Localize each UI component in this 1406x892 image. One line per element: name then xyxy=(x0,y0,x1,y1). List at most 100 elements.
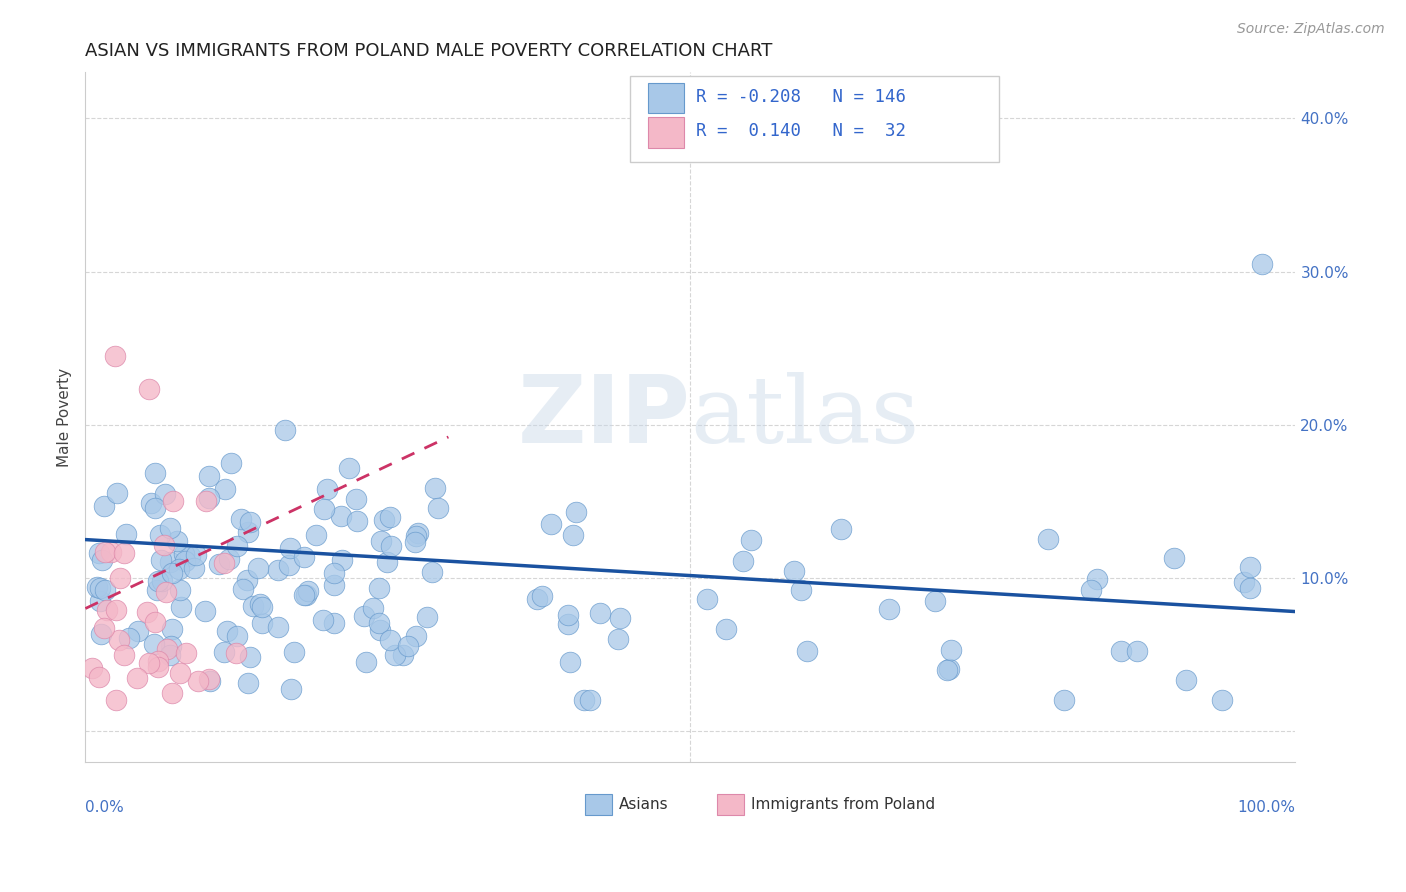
Point xyxy=(89,581,111,595)
Point xyxy=(143,615,166,629)
Point xyxy=(186,548,208,562)
Point xyxy=(105,693,128,707)
Point xyxy=(936,664,959,678)
Point xyxy=(877,602,900,616)
Point xyxy=(229,512,252,526)
Bar xyxy=(648,83,685,113)
Point xyxy=(531,590,554,604)
Point xyxy=(337,460,360,475)
Y-axis label: Male Poverty: Male Poverty xyxy=(58,368,72,467)
Point xyxy=(346,514,368,528)
Point xyxy=(423,482,446,496)
Point xyxy=(127,624,149,638)
Point xyxy=(312,502,335,516)
Point xyxy=(93,621,115,635)
Point xyxy=(112,546,135,560)
Point xyxy=(1080,583,1102,598)
Point xyxy=(283,644,305,658)
Point xyxy=(145,583,167,598)
Point xyxy=(378,510,401,524)
Point xyxy=(1239,581,1261,595)
Point xyxy=(104,349,127,363)
Point xyxy=(278,541,301,555)
Point xyxy=(373,513,395,527)
Point xyxy=(1163,551,1185,566)
Point xyxy=(226,629,249,643)
Point xyxy=(236,524,259,539)
Point xyxy=(295,588,318,602)
Text: 0.0%: 0.0% xyxy=(86,799,124,814)
Point xyxy=(225,539,247,553)
Point xyxy=(143,466,166,480)
Point xyxy=(239,515,262,529)
Point xyxy=(330,509,353,524)
Point xyxy=(159,521,181,535)
Point xyxy=(1053,693,1076,707)
Text: 100.0%: 100.0% xyxy=(1237,799,1295,814)
Point xyxy=(170,599,193,614)
Point xyxy=(112,648,135,663)
Point xyxy=(94,583,117,598)
Point xyxy=(236,676,259,690)
Point xyxy=(565,505,588,519)
Point xyxy=(384,648,406,662)
Point xyxy=(323,578,346,592)
Point xyxy=(392,648,415,663)
Point xyxy=(146,660,169,674)
Point xyxy=(1239,560,1261,574)
Point xyxy=(80,661,103,675)
Point xyxy=(353,609,375,624)
Point xyxy=(90,627,112,641)
Point xyxy=(1175,673,1198,687)
Point xyxy=(305,527,328,541)
Point xyxy=(149,553,172,567)
Point xyxy=(370,534,392,549)
Point xyxy=(572,693,595,707)
Point xyxy=(250,600,273,615)
Point xyxy=(540,516,562,531)
Point xyxy=(155,642,177,657)
Point xyxy=(89,546,111,560)
Point xyxy=(292,588,315,602)
Point xyxy=(249,597,271,611)
Point xyxy=(404,535,426,549)
Point xyxy=(225,646,247,660)
Point xyxy=(214,482,236,496)
Point xyxy=(1087,572,1109,586)
Point xyxy=(160,622,183,636)
Point xyxy=(796,644,818,658)
Point xyxy=(146,655,169,669)
Point xyxy=(136,605,159,619)
Point xyxy=(107,632,129,647)
Point xyxy=(89,594,111,608)
Point xyxy=(162,494,184,508)
Point xyxy=(90,553,112,567)
Point xyxy=(114,526,136,541)
Point xyxy=(155,584,177,599)
Point xyxy=(396,639,419,653)
Text: ASIAN VS IMMIGRANTS FROM POLAND MALE POVERTY CORRELATION CHART: ASIAN VS IMMIGRANTS FROM POLAND MALE POV… xyxy=(86,42,773,60)
Point xyxy=(159,555,181,569)
Point xyxy=(368,581,391,595)
Point xyxy=(173,548,195,562)
Point xyxy=(232,582,254,596)
Point xyxy=(558,656,581,670)
Point xyxy=(526,591,548,606)
Point xyxy=(292,549,315,564)
Bar xyxy=(717,794,744,814)
Point xyxy=(217,624,239,638)
Point xyxy=(416,610,439,624)
Text: Asians: Asians xyxy=(619,797,669,812)
Point xyxy=(152,538,174,552)
Point xyxy=(93,499,115,513)
Point xyxy=(696,592,718,607)
Point xyxy=(198,491,221,505)
Point xyxy=(138,656,160,670)
Point xyxy=(939,643,962,657)
Point xyxy=(194,494,217,508)
Point xyxy=(146,574,169,589)
Text: atlas: atlas xyxy=(690,372,920,462)
Point xyxy=(405,629,427,643)
Point xyxy=(1036,533,1059,547)
Point xyxy=(1111,644,1133,658)
